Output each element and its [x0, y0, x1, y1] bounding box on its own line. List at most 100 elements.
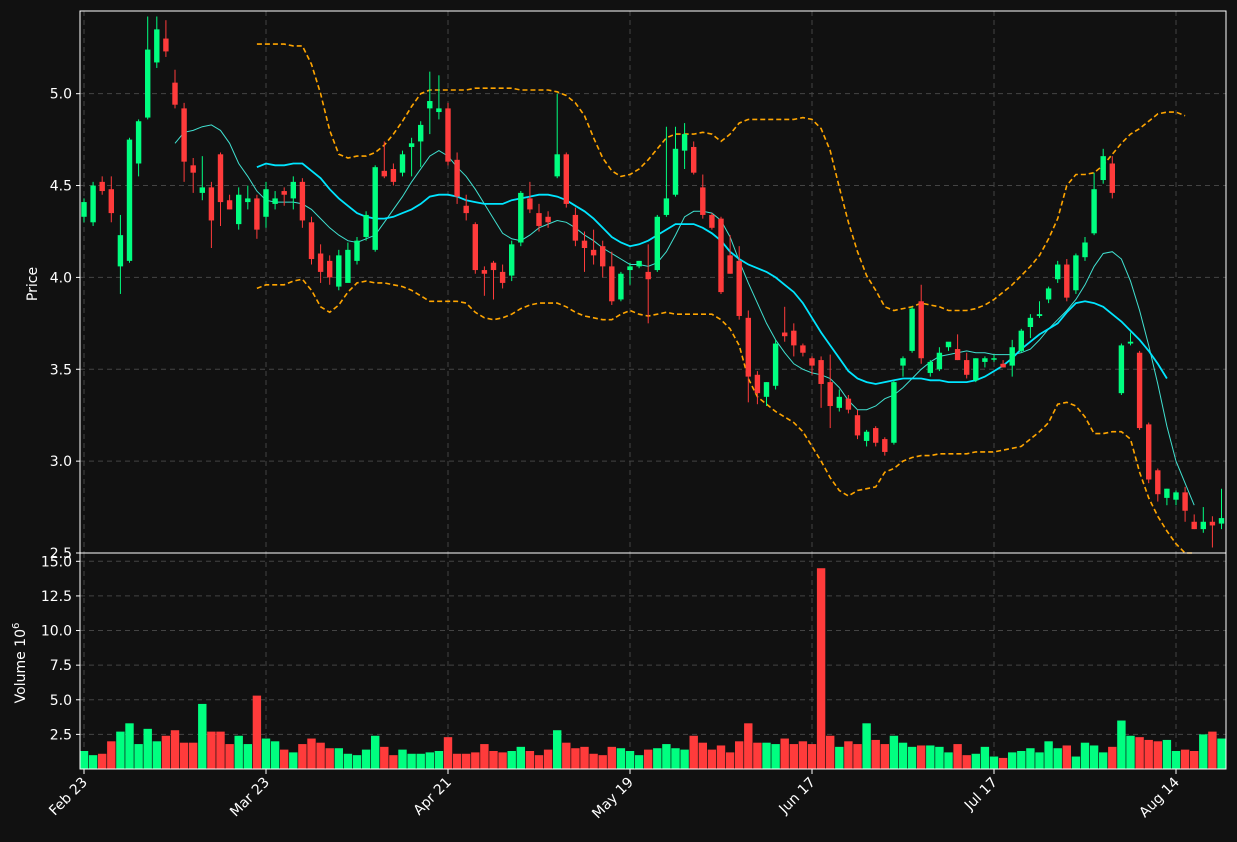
candle — [1055, 260, 1061, 283]
volume-bar — [998, 757, 1008, 769]
volume-bar — [1144, 739, 1153, 769]
candle-body — [1136, 352, 1143, 429]
candle — [782, 306, 788, 342]
candle-body — [354, 240, 360, 261]
candle — [354, 236, 360, 265]
candle-body — [363, 214, 369, 237]
moving-averages — [174, 124, 1195, 506]
volume-bar — [489, 751, 498, 769]
candle — [336, 249, 342, 291]
candle-body — [1200, 521, 1206, 530]
candle — [1018, 328, 1024, 353]
candle-body — [454, 159, 460, 197]
candle — [363, 211, 369, 241]
candle-body — [1073, 255, 1079, 291]
volume-bar — [771, 744, 780, 769]
candle — [463, 194, 469, 221]
volume-bar — [789, 744, 798, 769]
candle-body — [918, 301, 924, 359]
candle-body — [1218, 518, 1225, 524]
candle-body — [481, 270, 488, 274]
candle — [745, 310, 751, 403]
volume-bar — [134, 744, 143, 769]
candle-body — [1000, 363, 1006, 368]
volume-bar — [880, 744, 889, 769]
volume-bar — [1126, 735, 1135, 769]
candle-body — [527, 198, 533, 210]
volume-bar — [1162, 739, 1172, 769]
volume-bar — [198, 703, 207, 769]
candle-body — [1127, 341, 1134, 344]
volume-bar — [953, 744, 962, 769]
volume-bar — [1208, 731, 1217, 769]
candle — [691, 141, 697, 175]
candle — [627, 262, 633, 285]
candle — [199, 156, 205, 201]
volume-tick-label: 7.5 — [50, 658, 72, 674]
candle — [527, 181, 533, 214]
candle-body — [563, 154, 569, 204]
candle — [718, 216, 724, 294]
volume-bar — [252, 695, 262, 769]
candle-body — [81, 202, 87, 217]
candle — [390, 163, 397, 186]
candle-body — [645, 271, 651, 280]
volume-bar — [634, 755, 644, 769]
price-y-ticks: 2.5 3.0 3.5 4.0 4.5 5.0 — [50, 87, 80, 562]
volume-bar — [798, 741, 808, 769]
volume-bar — [79, 751, 89, 769]
candle-body — [236, 194, 242, 225]
volume-tick-label: 2.5 — [50, 727, 72, 743]
candle-body — [954, 349, 961, 361]
candle — [1136, 350, 1143, 430]
candle — [672, 126, 679, 197]
candle — [1155, 468, 1161, 502]
candle — [126, 137, 133, 263]
volume-bar — [88, 755, 98, 769]
candle-body — [272, 198, 278, 204]
candle — [172, 69, 178, 109]
candle-body — [145, 49, 151, 118]
volume-bar — [143, 728, 152, 769]
candle — [81, 198, 87, 223]
volume-bar — [871, 739, 880, 769]
volume-bar — [1026, 748, 1035, 769]
candle-body — [754, 374, 761, 394]
candle-body — [1109, 163, 1115, 193]
volume-bar — [361, 749, 371, 769]
volume-bar — [1153, 741, 1162, 769]
candle — [891, 380, 897, 445]
candle-body — [982, 358, 988, 362]
candle-body — [827, 382, 833, 407]
candle-body — [909, 308, 915, 351]
candle — [536, 203, 542, 232]
candle-body — [336, 255, 342, 287]
volume-bar — [907, 746, 917, 769]
volume-axis-label-text: Volume 10 — [13, 629, 29, 703]
volume-bar — [243, 744, 252, 769]
candle — [545, 211, 551, 228]
candle — [1200, 507, 1206, 533]
candle — [1182, 486, 1188, 522]
candle — [600, 240, 606, 278]
volume-bar — [1071, 756, 1081, 769]
volume-bar — [216, 731, 225, 769]
price-tick-label: 2.5 — [50, 546, 72, 562]
candle — [700, 174, 706, 219]
candle-body — [818, 360, 824, 384]
price-tick-label: 4.0 — [50, 270, 72, 286]
volume-bar — [389, 755, 398, 769]
volume-bar — [680, 749, 689, 769]
candle-body — [727, 255, 733, 274]
candle — [1109, 156, 1115, 199]
candle-body — [1082, 242, 1088, 258]
candle — [927, 360, 933, 377]
candle — [272, 191, 278, 210]
volume-bar — [1190, 751, 1199, 769]
candle — [1009, 339, 1015, 377]
bollinger-lower-line — [256, 278, 1195, 554]
volume-bar — [280, 749, 289, 769]
candle-body — [472, 224, 478, 271]
candle — [281, 187, 287, 206]
candle — [581, 231, 588, 272]
